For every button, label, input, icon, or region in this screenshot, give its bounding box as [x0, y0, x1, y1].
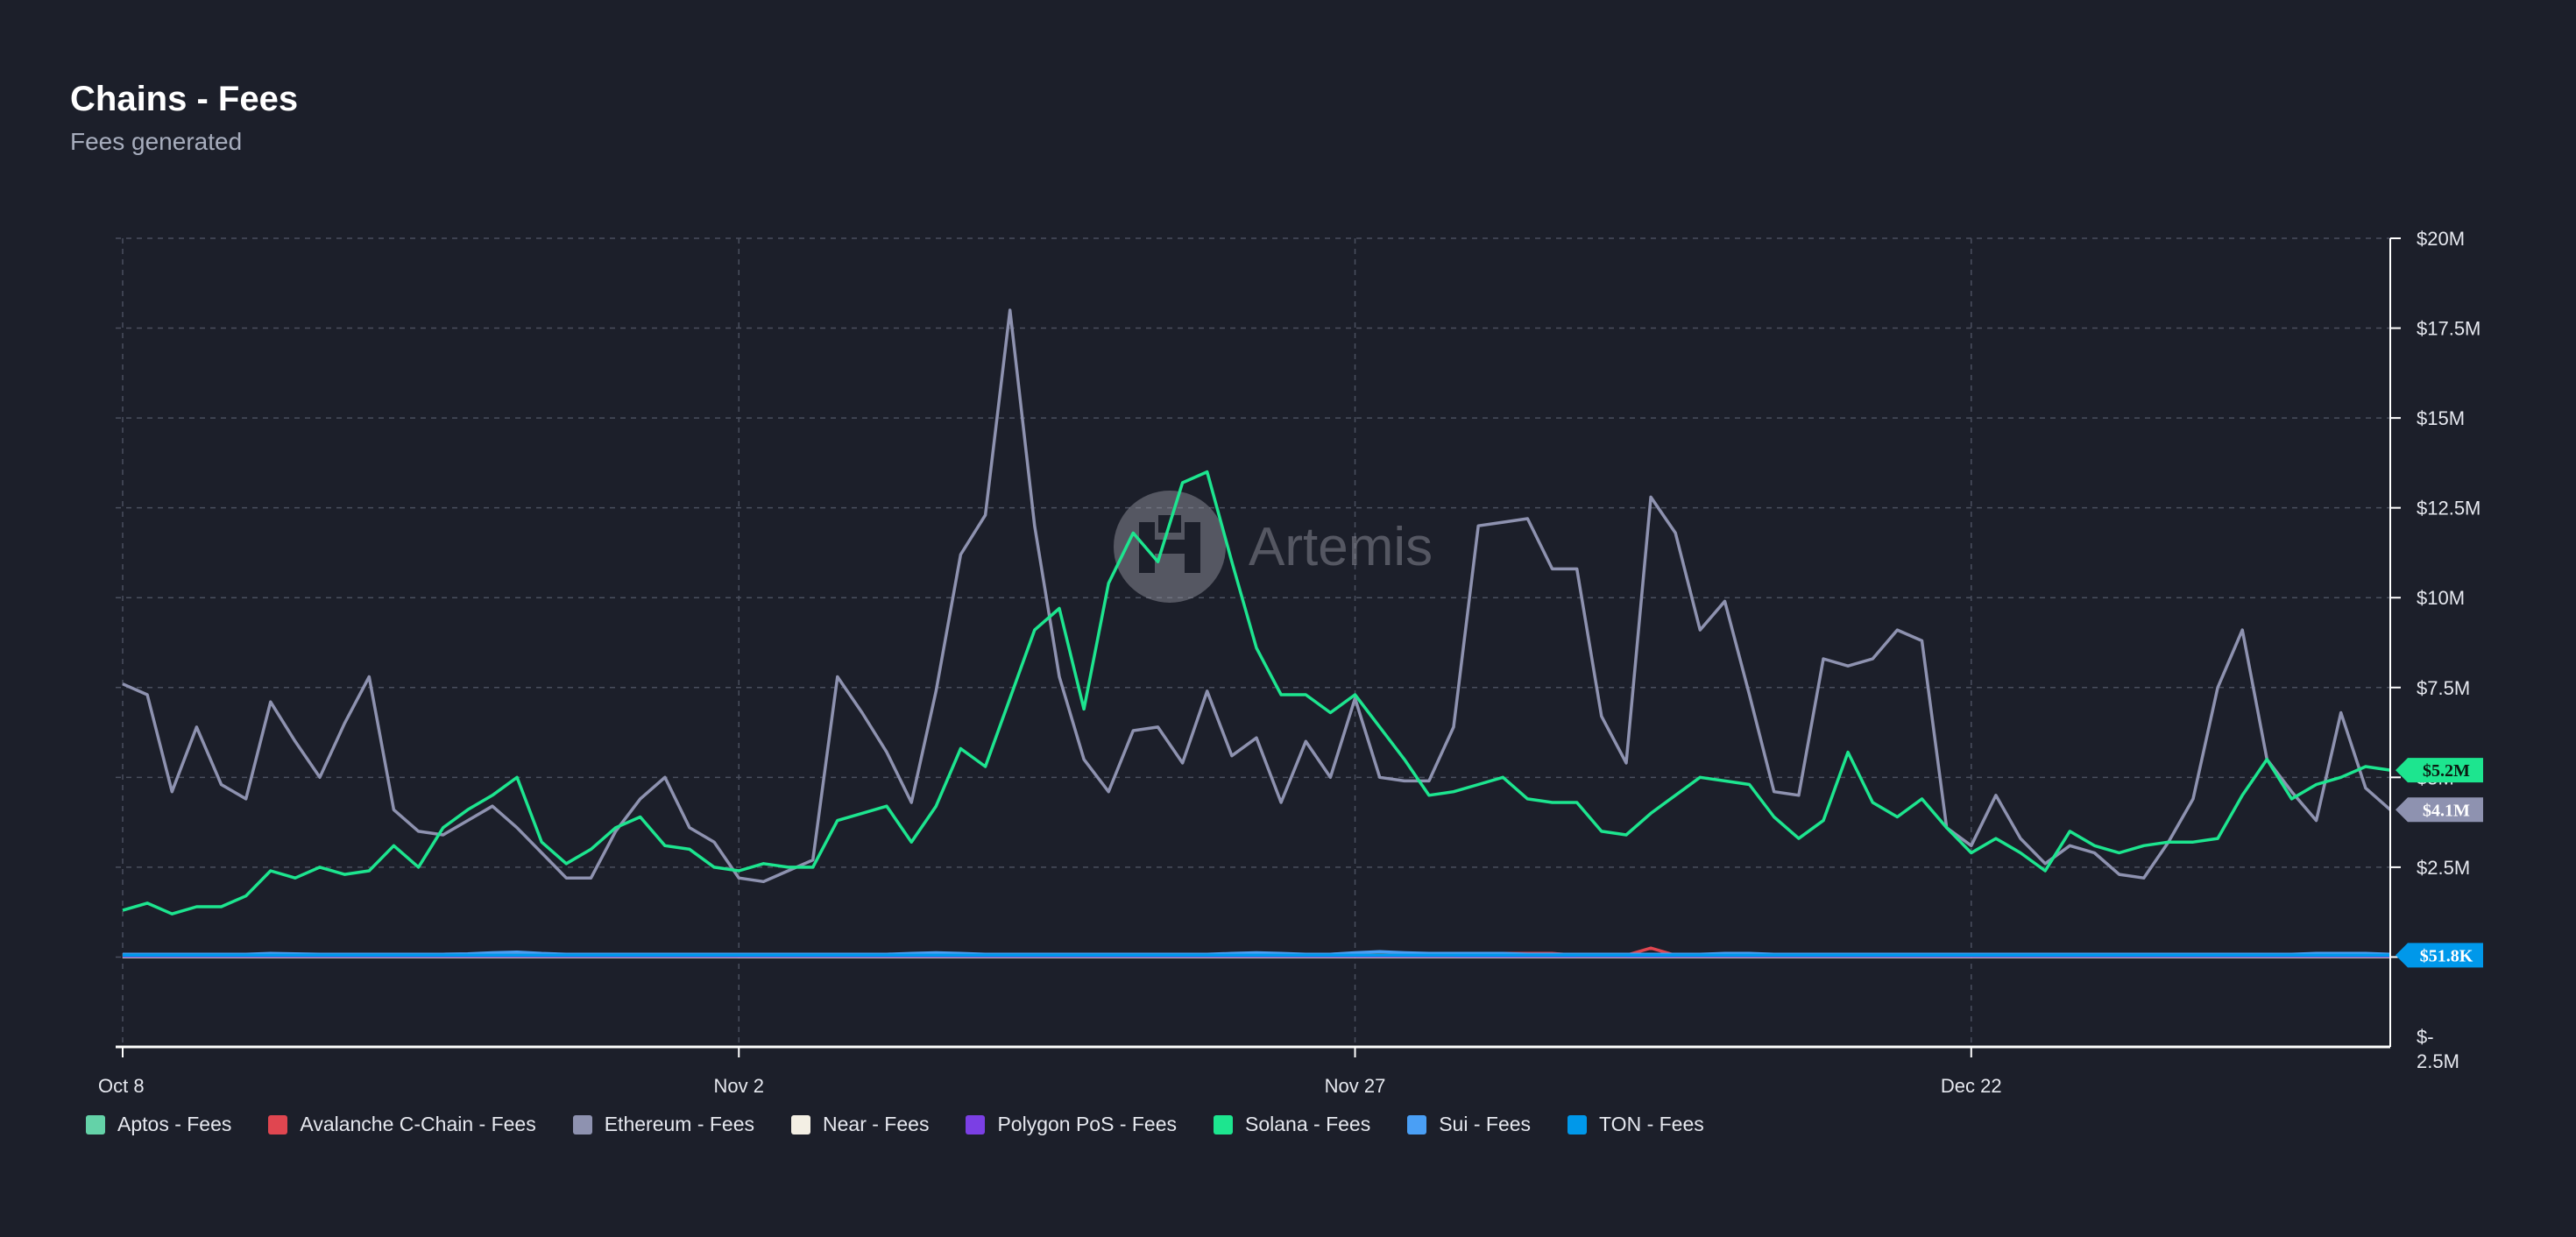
- end-label-ton-fees: $51.8K: [2396, 943, 2483, 968]
- legend-swatch: [86, 1114, 105, 1135]
- legend-label: Near - Fees: [823, 1113, 930, 1135]
- legend-label: Polygon PoS - Fees: [997, 1113, 1178, 1135]
- chart-title: Chains - Fees: [70, 80, 299, 118]
- tick-labels: $20M$17.5M$15M$12.5M$10M$7.5M$5M$2.5M$-$…: [98, 228, 2480, 1097]
- grid-lines: [116, 237, 2390, 1047]
- end-label-text: $4.1M: [2423, 801, 2470, 820]
- y-tick-label: $12.5M: [2417, 498, 2480, 520]
- legend-item-polygon-pos-fees[interactable]: Polygon PoS - Fees: [966, 1113, 1177, 1136]
- end-label-tag: [2396, 943, 2483, 968]
- legend-label: Ethereum - Fees: [604, 1113, 755, 1135]
- end-label-solana-fees: $5.2M: [2396, 758, 2483, 783]
- legend-item-ton-fees[interactable]: TON - Fees: [1568, 1113, 1704, 1136]
- x-tick-label: Dec 22: [1941, 1075, 2002, 1097]
- legend-swatch: [268, 1114, 288, 1135]
- x-tick-label: Nov 2: [714, 1075, 764, 1097]
- y-tick-label: $2.5M: [2417, 857, 2470, 879]
- legend-item-avalanche-c-chain-fees[interactable]: Avalanche C-Chain - Fees: [268, 1113, 536, 1136]
- y-tick-label: $15M: [2417, 407, 2465, 429]
- legend-swatch: [572, 1114, 592, 1135]
- series-line-solana-fees: [122, 470, 2391, 915]
- series-lines: [122, 308, 2392, 958]
- chart-legend: Aptos - Fees Avalanche C-Chain - Fees Ethe…: [86, 1113, 1704, 1136]
- legend-label: Avalanche C-Chain - Fees: [300, 1113, 536, 1135]
- end-label-tag: [2396, 797, 2483, 823]
- legend-swatch: [966, 1114, 986, 1135]
- legend-label: Sui - Fees: [1439, 1113, 1532, 1135]
- y-tick-label: $20M: [2417, 228, 2465, 250]
- series-line-ethereum-fees: [122, 308, 2392, 884]
- legend-item-aptos-fees[interactable]: Aptos - Fees: [86, 1113, 231, 1136]
- legend-label: Aptos - Fees: [117, 1113, 232, 1135]
- legend-item-sui-fees[interactable]: Sui - Fees: [1407, 1113, 1531, 1136]
- legend-item-solana-fees[interactable]: Solana - Fees: [1214, 1113, 1370, 1136]
- end-value-labels: $4.1M $5.2M $51.8K: [2396, 758, 2483, 968]
- axes: [116, 237, 2401, 1057]
- end-label-tag: [2396, 758, 2483, 783]
- legend-label: TON - Fees: [1599, 1113, 1704, 1135]
- legend-item-near-fees[interactable]: Near - Fees: [791, 1113, 929, 1136]
- y-tick-label-bottom: $-: [2417, 1026, 2434, 1048]
- artemis-logo-icon: [1114, 491, 1226, 603]
- legend-item-ethereum-fees[interactable]: Ethereum - Fees: [572, 1113, 755, 1136]
- y-tick-label: $10M: [2417, 587, 2465, 609]
- x-tick-label: Oct 8: [98, 1075, 145, 1097]
- x-tick-label: Nov 27: [1325, 1075, 1386, 1097]
- y-tick-label: $7.5M: [2417, 677, 2470, 699]
- legend-label: Solana - Fees: [1245, 1113, 1371, 1135]
- chart-header: Chains - Fees Fees generated: [70, 74, 298, 159]
- end-label-text: $5.2M: [2423, 761, 2470, 781]
- line-chart[interactable]: Artemis $20M$17.5M$15M$12.5M$10M$7.5M$5M…: [0, 0, 2576, 1104]
- legend-swatch: [1568, 1114, 1588, 1135]
- y-tick-label-bottom-2: 2.5M: [2417, 1050, 2459, 1072]
- legend-swatch: [1214, 1114, 1234, 1135]
- artemis-watermark-text: Artemis: [1249, 517, 1433, 577]
- y-tick-label: $17.5M: [2417, 318, 2480, 340]
- legend-swatch: [791, 1114, 811, 1135]
- legend-swatch: [1407, 1114, 1427, 1135]
- end-label-text: $51.8K: [2420, 946, 2473, 965]
- end-label-ethereum-fees: $4.1M: [2396, 797, 2483, 823]
- chart-subtitle: Fees generated: [70, 128, 243, 155]
